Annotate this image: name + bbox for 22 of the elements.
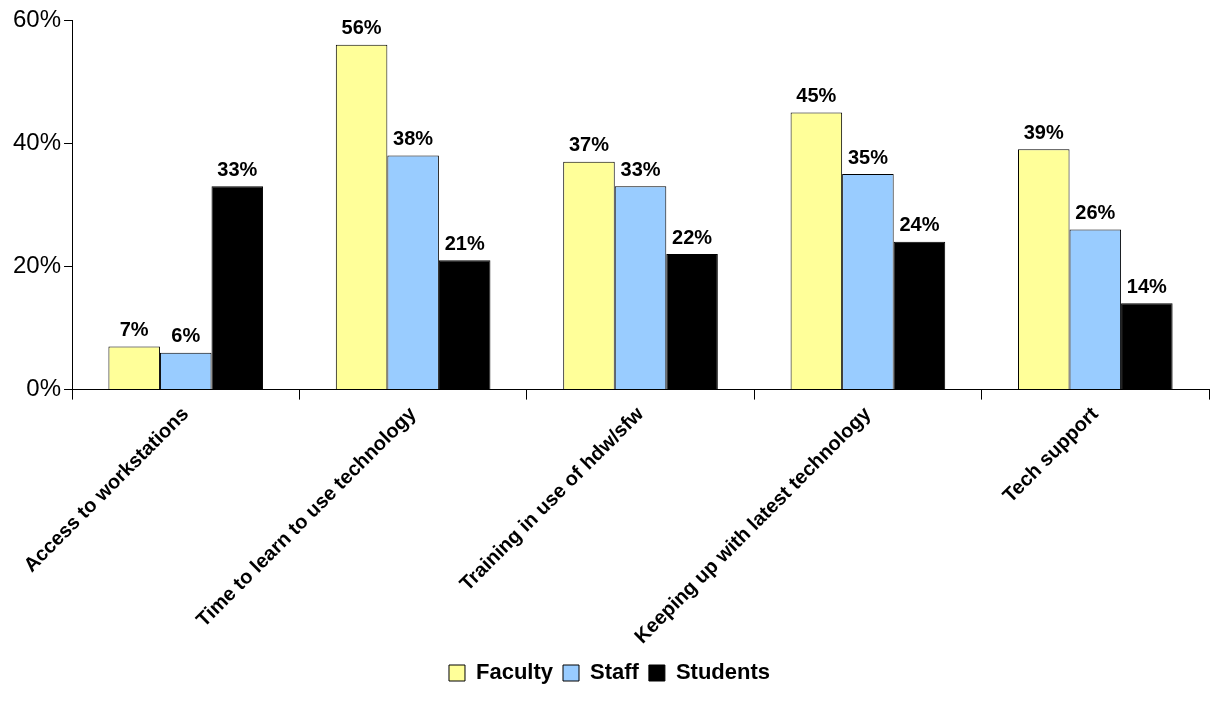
data-label: 7% — [119, 318, 149, 340]
data-label: 24% — [899, 213, 940, 236]
data-label: 26% — [1075, 200, 1116, 223]
y-tick-label: 20% — [12, 251, 62, 279]
data-label: 21% — [444, 231, 485, 254]
y-tick-label: 40% — [12, 127, 62, 155]
data-label: 39% — [1023, 120, 1064, 143]
data-label: 38% — [393, 127, 434, 150]
legend-label: Faculty — [475, 659, 554, 685]
data-label: 45% — [796, 83, 837, 106]
data-label: 22% — [672, 225, 713, 248]
data-label: 33% — [620, 157, 661, 180]
data-label: 33% — [217, 157, 258, 180]
y-tick-label: 60% — [12, 4, 62, 32]
data-label: 35% — [847, 145, 889, 168]
y-tick-label: 0% — [26, 374, 62, 402]
data-label: 37% — [568, 133, 610, 156]
legend-label: Staff — [590, 659, 640, 685]
data-label: 6% — [171, 324, 201, 347]
data-label: 56% — [341, 16, 382, 39]
data-label: 14% — [1126, 274, 1168, 297]
legend-label: Students — [675, 659, 771, 685]
